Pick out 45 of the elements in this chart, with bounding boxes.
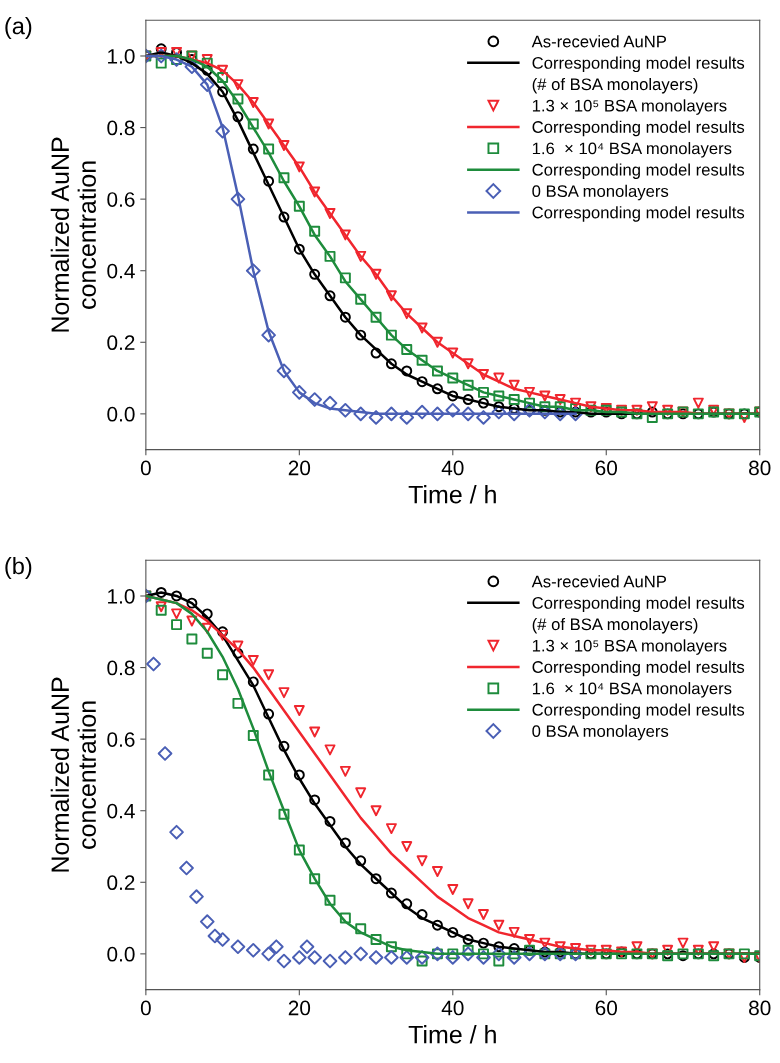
- legend-label: 1.6 × 10⁴ BSA monolayers: [532, 682, 732, 698]
- y-axis-title: Normalized AuNP concentration: [50, 137, 96, 332]
- x-axis-title: Time / h: [408, 485, 496, 504]
- y-tick-label: 0.6: [107, 732, 135, 747]
- legend-label: Corresponding model results: [532, 120, 745, 137]
- y-tick-label: 0.0: [107, 406, 135, 422]
- y-tick-label: 1.0: [108, 588, 135, 604]
- x-tick-label: 20: [288, 460, 311, 476]
- legend-label: Corresponding model results: [532, 206, 745, 222]
- y-tick-label: 0.6: [107, 192, 135, 207]
- x-tick-label: 80: [749, 460, 771, 476]
- y-tick-label: 0.8: [107, 120, 135, 136]
- x-tick-label: 80: [749, 1000, 771, 1016]
- legend-label: Corresponding model results: [532, 596, 745, 613]
- y-tick-label: 0.2: [107, 335, 135, 351]
- legend-label: 1.3 × 10⁵ BSA monolayers: [532, 639, 727, 655]
- y-axis-title: Normalized AuNP concentration: [50, 677, 96, 872]
- legend-label: 0 BSA monolayers: [532, 184, 669, 201]
- y-tick-label: 0.2: [107, 875, 135, 891]
- legend-label: Corresponding model results: [532, 660, 745, 677]
- y-tick-label: 1.0: [108, 48, 135, 64]
- legend-label: Corresponding model results: [532, 703, 745, 719]
- legend-label: As-recevied AuNP: [531, 575, 667, 588]
- y-tick-label: 0.8: [107, 660, 135, 676]
- x-tick-label: 40: [441, 1000, 464, 1016]
- legend-label: Corresponding model results: [532, 163, 745, 179]
- y-tick-label: 0.4: [107, 803, 135, 819]
- legend-label: 1.6 × 10⁴ BSA monolayers: [532, 142, 732, 158]
- y-tick-label: 0.4: [107, 263, 135, 279]
- x-tick-label: 60: [595, 460, 618, 476]
- x-tick-label: 40: [441, 460, 464, 476]
- legend-label: As-recevied AuNP: [531, 35, 667, 48]
- x-tick-label: 0: [140, 1000, 151, 1016]
- annotation: (# of BSA monolayers): [532, 77, 698, 94]
- legend-label: Corresponding model results: [532, 56, 745, 73]
- x-tick-label: 20: [288, 1000, 311, 1016]
- annotation: (# of BSA monolayers): [532, 617, 698, 634]
- x-axis-title: Time / h: [408, 1025, 496, 1044]
- chart-title: (b): [5, 557, 32, 580]
- x-tick-label: 0: [140, 460, 151, 476]
- legend-label: 0 BSA monolayers: [532, 724, 669, 741]
- y-tick-label: 0.0: [107, 946, 135, 962]
- legend-label: 1.3 × 10⁵ BSA monolayers: [532, 99, 727, 115]
- x-tick-label: 60: [595, 1000, 618, 1016]
- chart-title: (a): [5, 17, 32, 40]
